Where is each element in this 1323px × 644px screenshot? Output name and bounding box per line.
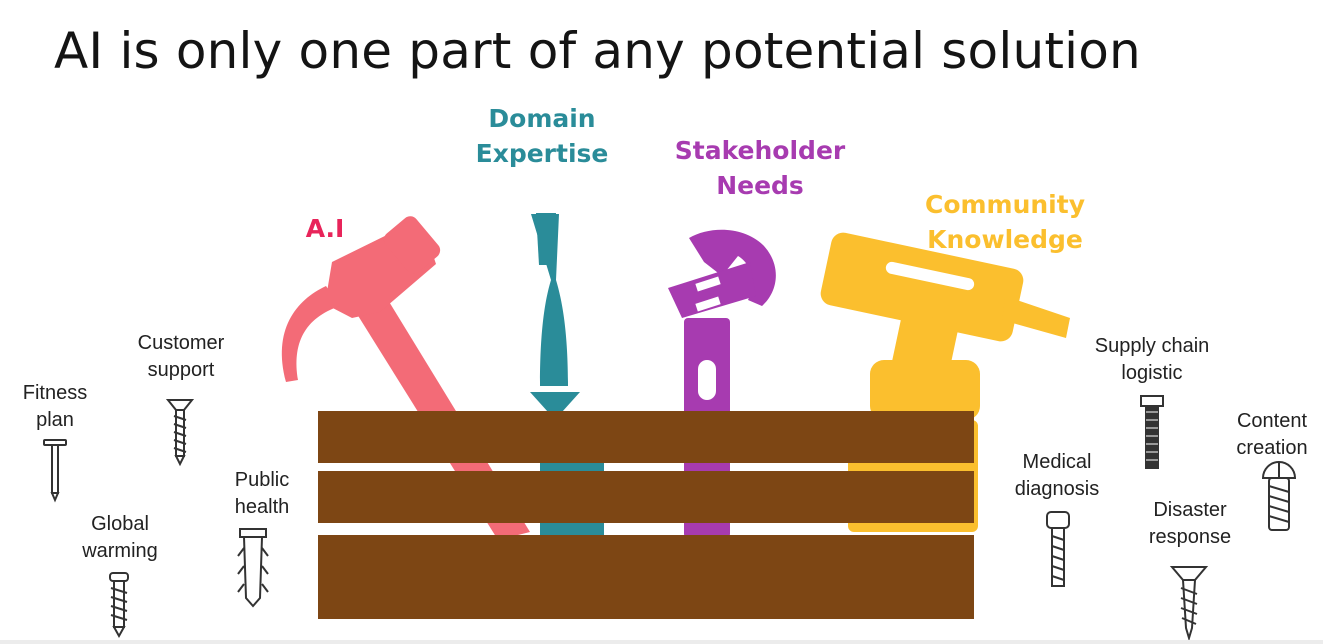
- toolbox-plank-middle: [318, 471, 974, 523]
- nail-icon: [43, 439, 67, 503]
- content-creation-label: Content creation: [1236, 410, 1308, 459]
- bottom-edge: [0, 640, 1323, 644]
- bolt-icon: [1140, 395, 1164, 469]
- stakeholder-needs-label: Stakeholder Needs: [674, 136, 846, 200]
- toolbox-plank-top: [318, 411, 974, 463]
- customer-support-label: Customer support: [137, 332, 225, 381]
- screw-icon: [165, 399, 195, 467]
- slide-title: AI is only one part of any potential sol…: [54, 22, 1141, 80]
- wall-anchor-icon: [237, 528, 269, 608]
- community-knowledge-label: Community Knowledge: [924, 190, 1086, 254]
- toolbox: [318, 411, 974, 619]
- global-warming-label: Global warming: [82, 513, 158, 562]
- public-health-label: Public health: [234, 469, 290, 518]
- screw-icon: [109, 572, 129, 639]
- supply-chain-logistic-label: Supply chain logistic: [1094, 335, 1210, 384]
- screw-icon: [1169, 566, 1209, 642]
- disaster-response-label: Disaster response: [1148, 499, 1232, 548]
- fitness-plan-label: Fitness plan: [22, 382, 88, 431]
- screw-icon: [1261, 461, 1297, 531]
- ai-label: A.I: [305, 214, 345, 243]
- cap-screw-icon: [1046, 511, 1070, 587]
- domain-expertise-label: Domain Expertise: [475, 104, 609, 168]
- toolbox-plank-bottom: [318, 535, 974, 619]
- medical-diagnosis-label: Medical diagnosis: [1014, 451, 1100, 500]
